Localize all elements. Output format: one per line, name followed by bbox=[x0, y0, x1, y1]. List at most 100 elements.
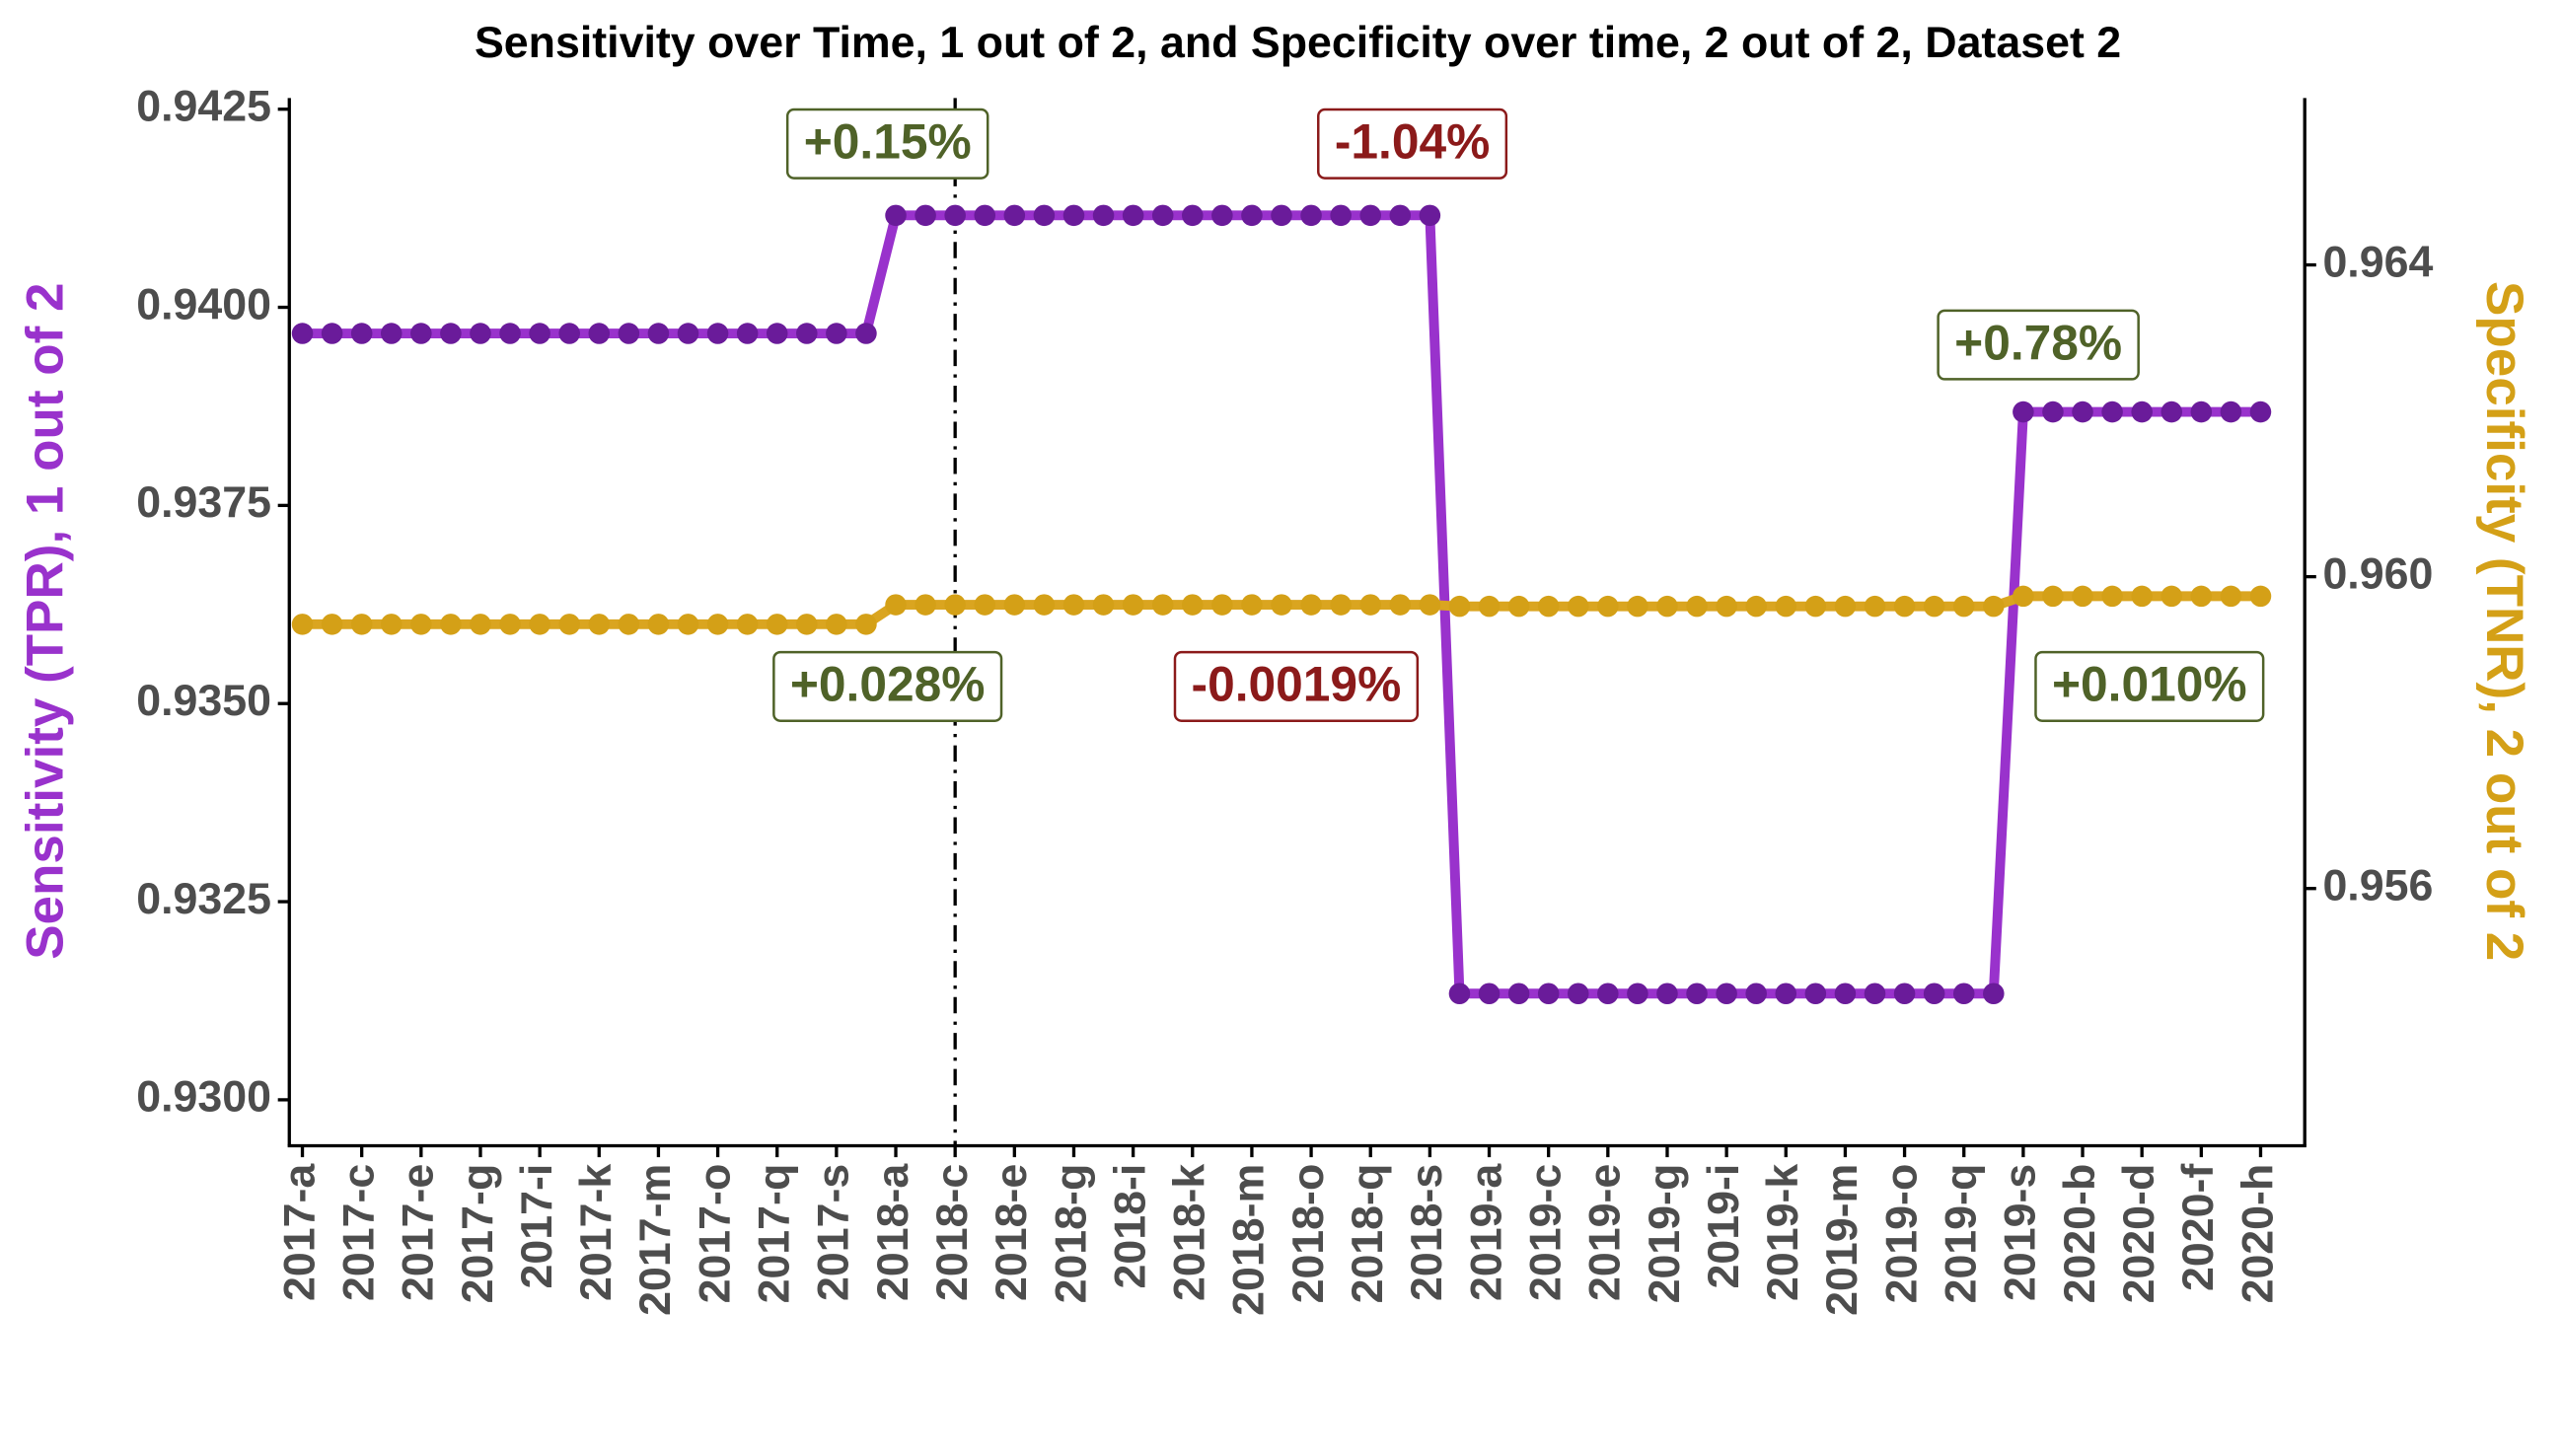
data-point bbox=[885, 594, 907, 616]
data-point bbox=[796, 323, 818, 344]
data-point bbox=[2131, 400, 2153, 423]
data-point bbox=[1627, 983, 1648, 1005]
x-tick-label: 2018-o bbox=[1284, 1164, 1333, 1304]
annotation-text: -0.0019% bbox=[1192, 657, 1402, 712]
data-point bbox=[1271, 204, 1292, 227]
data-point bbox=[1241, 594, 1263, 616]
data-point bbox=[1300, 204, 1322, 227]
data-point bbox=[1952, 983, 1975, 1005]
data-point bbox=[1656, 983, 1678, 1005]
data-point bbox=[470, 323, 491, 344]
data-point bbox=[1182, 204, 1204, 227]
data-point bbox=[1627, 595, 1648, 618]
data-point bbox=[2190, 400, 2213, 423]
data-point bbox=[1923, 983, 1945, 1005]
data-point bbox=[440, 323, 462, 344]
x-tick-label: 2019-g bbox=[1641, 1164, 1689, 1304]
data-point bbox=[1775, 983, 1797, 1005]
x-tick-label: 2019-s bbox=[1997, 1164, 2045, 1301]
x-tick-label: 2018-k bbox=[1166, 1164, 1214, 1301]
data-point bbox=[736, 323, 759, 344]
x-tick-label: 2017-e bbox=[395, 1164, 443, 1301]
annotation-text: +0.15% bbox=[804, 114, 972, 170]
x-tick-label: 2020-h bbox=[2233, 1164, 2282, 1304]
data-point bbox=[2072, 400, 2093, 423]
data-point bbox=[677, 614, 699, 635]
x-tick-label: 2018-m bbox=[1225, 1164, 1274, 1316]
data-point bbox=[1983, 983, 2005, 1005]
data-point bbox=[1419, 594, 1441, 616]
data-point bbox=[1122, 594, 1144, 616]
data-point bbox=[944, 594, 966, 616]
data-point bbox=[321, 323, 343, 344]
data-point bbox=[974, 594, 996, 616]
data-point bbox=[1745, 595, 1767, 618]
data-point bbox=[1182, 594, 1204, 616]
data-point bbox=[974, 204, 996, 227]
annotation-text: +0.028% bbox=[790, 657, 986, 712]
annotation-text: +0.78% bbox=[1954, 315, 2122, 370]
data-point bbox=[2220, 400, 2242, 423]
data-point bbox=[1062, 204, 1085, 227]
data-point bbox=[885, 204, 907, 227]
x-tick-label: 2019-m bbox=[1818, 1164, 1867, 1316]
data-point bbox=[1864, 983, 1886, 1005]
chart-title: Sensitivity over Time, 1 out of 2, and S… bbox=[475, 19, 2121, 67]
data-point bbox=[1597, 595, 1619, 618]
data-point bbox=[2042, 585, 2064, 608]
x-tick-label: 2018-c bbox=[928, 1164, 977, 1301]
data-point bbox=[855, 614, 877, 635]
annotation-box bbox=[785, 108, 989, 180]
y2-tick-label: 0.956 bbox=[2322, 862, 2433, 910]
data-point bbox=[1419, 204, 1441, 227]
data-point bbox=[1864, 595, 1886, 618]
annotation-box bbox=[2034, 650, 2265, 722]
data-point bbox=[1389, 594, 1412, 616]
data-point bbox=[2190, 585, 2213, 608]
data-point bbox=[796, 614, 818, 635]
data-point bbox=[2101, 585, 2123, 608]
x-tick-label: 2018-q bbox=[1344, 1164, 1392, 1304]
data-point bbox=[2160, 400, 2183, 423]
data-point bbox=[826, 323, 847, 344]
data-point bbox=[766, 323, 788, 344]
y2-tick-label: 0.964 bbox=[2322, 238, 2433, 286]
data-point bbox=[1804, 983, 1827, 1005]
data-point bbox=[1359, 204, 1381, 227]
data-point bbox=[1745, 983, 1767, 1005]
annotation: +0.15% bbox=[785, 108, 989, 180]
data-point bbox=[2013, 400, 2034, 423]
data-point bbox=[1804, 595, 1827, 618]
data-point bbox=[2131, 585, 2153, 608]
annotation: -0.0019% bbox=[1173, 650, 1420, 722]
x-tick-label: 2018-e bbox=[988, 1164, 1036, 1301]
data-point bbox=[647, 614, 670, 635]
data-point bbox=[677, 323, 699, 344]
x-tick-label: 2018-g bbox=[1047, 1164, 1095, 1304]
data-point bbox=[529, 614, 550, 635]
data-point bbox=[380, 323, 403, 344]
x-tick-label: 2017-g bbox=[454, 1164, 502, 1304]
data-point bbox=[1033, 594, 1056, 616]
data-point bbox=[1716, 595, 1737, 618]
data-point bbox=[1478, 983, 1501, 1005]
data-point bbox=[410, 323, 432, 344]
x-tick-label: 2019-k bbox=[1759, 1164, 1807, 1301]
data-point bbox=[915, 204, 936, 227]
data-point bbox=[915, 594, 936, 616]
data-point bbox=[1092, 594, 1115, 616]
data-point bbox=[1448, 595, 1471, 618]
x-tick-label: 2017-q bbox=[751, 1164, 799, 1304]
data-point bbox=[944, 204, 966, 227]
data-point bbox=[1330, 204, 1352, 227]
annotation-box bbox=[1317, 108, 1508, 180]
data-point bbox=[1597, 983, 1619, 1005]
data-point bbox=[558, 614, 580, 635]
data-point bbox=[1359, 594, 1381, 616]
data-point bbox=[291, 614, 314, 635]
x-tick-label: 2019-q bbox=[1938, 1164, 1986, 1304]
x-tick-label: 2020-b bbox=[2056, 1164, 2104, 1304]
data-point bbox=[470, 614, 491, 635]
data-point bbox=[350, 614, 373, 635]
x-tick-label: 2020-f bbox=[2174, 1164, 2223, 1291]
